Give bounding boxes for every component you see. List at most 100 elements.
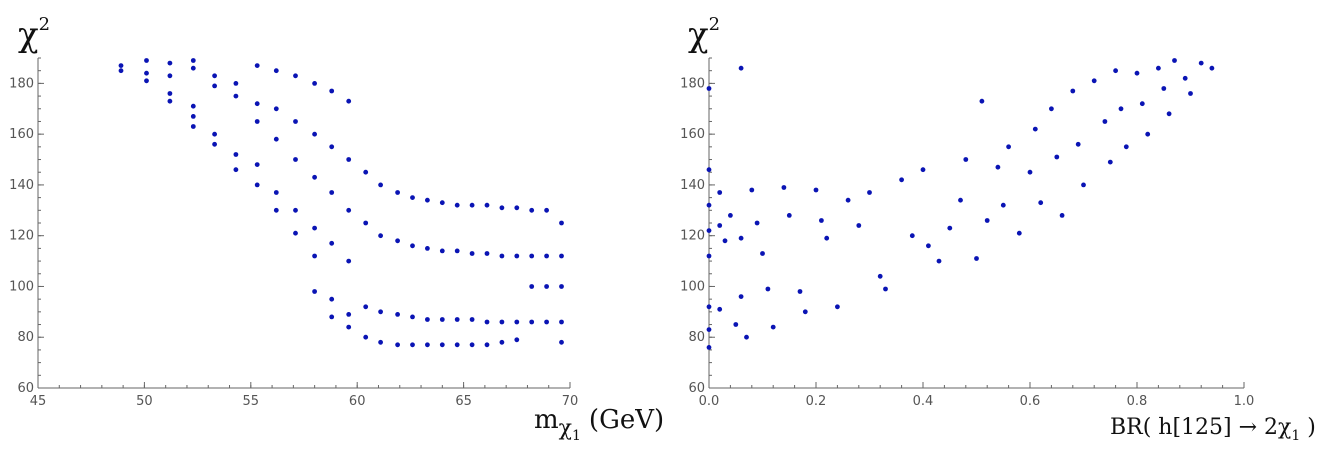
chart-left-data-point [254,119,260,124]
chart-left-data-point [544,253,549,259]
chart-left-data-point [559,253,564,259]
chart-right-data-point [706,304,712,310]
chart-right-data-point [824,235,830,241]
chart-left-data-point [293,207,298,213]
chart-left-x-tick-label: 60 [349,394,366,409]
chart-right-x-tick-label: 1.0 [1234,394,1255,409]
chart-left-plot-area: 60 80 100 120 140 160 180 45 50 55 60 65 70 [9,57,579,409]
chart-left-data-point [190,58,196,63]
chart-left-data-point [346,312,352,317]
chart-right-x-tick-label: 0.6 [1020,394,1041,409]
chart-right-data-point [979,98,985,104]
chart-left-data-point [378,182,383,188]
chart-right-data-point [1156,65,1161,71]
chart-left-data-point [544,207,549,213]
chart-right-y-tick-label: 140 [680,178,705,193]
chart-right-data-point [706,253,712,259]
chart-left-data-point [559,339,564,345]
chart-right-data-point [1209,65,1215,71]
chart-left-data-point [293,157,298,162]
chart-left-data-point [212,83,218,89]
chart-left-data-point [378,233,383,239]
chart-left-data-point [529,207,535,213]
chart-right-x-tick-label: 0.2 [806,394,827,409]
chart-left-data-point [499,339,505,345]
chart-right-data-point [1081,182,1086,188]
chart-left-data-point [544,284,549,289]
chart-left-y-tick-label: 160 [9,127,34,142]
chart-left-data-point [273,106,279,112]
chart-left-data-point [190,124,196,129]
chart-left-data-point [312,253,317,259]
chart-left-x-tick-label: 70 [562,394,579,409]
chart-left-data-point [410,314,415,320]
chart-left-x-tick-label: 65 [455,394,472,409]
chart-left-data-point [454,317,460,322]
chart-right-data-point [770,324,776,330]
chart-right-data-point [738,235,744,241]
chart-left-data-point [329,88,335,94]
chart-left-data-point [395,238,400,244]
chart-left-data-point [346,207,352,213]
chart-right-data-point [717,190,723,195]
chart-left-data-point [293,119,298,124]
chart-right-data-point [963,157,969,162]
chart-left-data-point [410,243,415,249]
chart-right-data-point [706,327,712,332]
chart-right-data-point [1027,169,1033,175]
chart-right-data-point [819,218,824,223]
chart-right-y-tick-label: 80 [688,330,705,345]
chart-left-data-point [469,317,475,322]
chart-right-data-point [1172,58,1177,63]
chart-left-data-point [312,225,317,231]
chart-right-data-point [1049,106,1054,112]
chart-right-data-point [995,164,1001,170]
chart-left-data-point [233,167,239,173]
chart-left-data-point [329,190,335,195]
chart-right-data-point [802,309,808,315]
chart-right-data-point [1102,119,1108,124]
chart-left-data-point [499,205,505,211]
chart-left-data-point [167,98,173,104]
chart-left-data-point [118,68,124,74]
chart-left-data-point [212,73,218,79]
chart-left-data-point [529,284,535,289]
chart-left-data-point [144,70,149,76]
chart-right-data-point [1107,159,1113,165]
chart-left-data-point [190,65,196,71]
chart-left-data-point [499,253,505,259]
chart-right-data-point [786,213,792,218]
chart-right-data-point [920,167,926,173]
chart-right-y-axis-label: χ2 [688,14,720,55]
chart-right-plot-area: 60 80 100 120 140 160 180 0.0 0.2 0.4 0.6 0.8 1.0 [680,57,1255,409]
chart-right-data-point [936,258,942,264]
chart-right-data-point [909,233,915,239]
chart-left-data-point [118,63,124,68]
chart-left-x-tick-label: 50 [136,394,153,409]
chart-left-data-point [293,230,298,236]
chart-left-x-axis-label: mχ1(GeV) [534,405,664,444]
chart-right-data-point [958,197,963,203]
chart-left-data-point [529,319,535,325]
chart-left-data-point [312,81,317,86]
chart-right-data-point [1123,144,1129,150]
chart-left-x-tick-label: 45 [30,394,47,409]
chart-left-data-point [484,251,490,256]
chart-right-data-point [813,187,819,193]
chart-left-data-point [363,169,369,175]
chart-right-data-point [733,322,739,327]
chart-left-data-point [514,337,520,343]
chart-left-data-point [312,289,317,294]
chart-left-data-point [410,342,415,348]
chart-left-data-point [484,319,490,325]
chart-left-data-point [425,342,430,348]
chart-left-data-point [329,314,335,320]
chart-right-y-tick-label: 60 [688,381,705,396]
chart-right-data-point [744,334,749,340]
chart-right-data-point [738,294,744,299]
chart-left-data-point [454,248,460,254]
chart-left-data-point [395,342,400,348]
chart-right-data-point [749,187,755,193]
chart-right-data-point [845,197,851,203]
